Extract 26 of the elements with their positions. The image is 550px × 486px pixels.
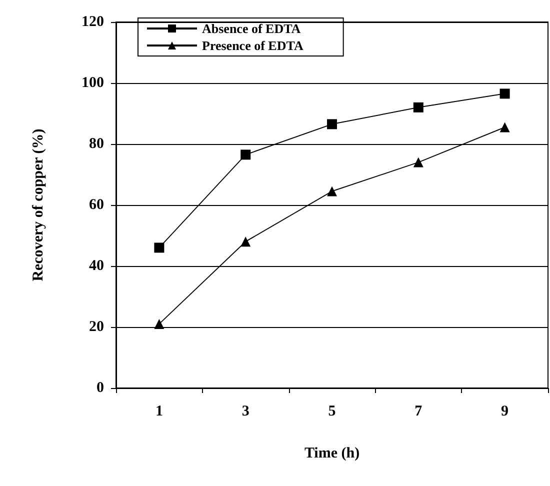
x-tick-label: 3	[242, 404, 250, 420]
x-axis-title: Time (h)	[304, 446, 360, 462]
point	[154, 242, 164, 253]
y-tick-label: 40	[89, 258, 104, 274]
x-tick-label: 7	[414, 404, 423, 420]
point	[500, 88, 510, 99]
point	[240, 236, 251, 247]
point	[500, 122, 510, 132]
point	[240, 150, 251, 160]
point	[413, 157, 424, 168]
y-tick-label: 80	[89, 136, 104, 152]
y-tick-label: 0	[96, 380, 104, 396]
y-tick-label: 20	[89, 319, 104, 335]
y-axis-title: Recovery of copper (%)	[30, 128, 46, 282]
x-tick-label: 9	[501, 404, 509, 420]
point	[327, 186, 337, 196]
legend-label: Absence of EDTA	[202, 21, 302, 36]
y-tick-label: 100	[82, 75, 104, 91]
y-tick-label: 60	[89, 197, 104, 213]
point	[154, 318, 164, 329]
x-tick-label: 1	[155, 404, 163, 420]
y-tick-label: 120	[82, 14, 104, 30]
point	[327, 119, 337, 130]
legend-label: Presence of EDTA	[202, 38, 304, 53]
point	[413, 102, 424, 112]
x-tick-label: 5	[328, 404, 336, 420]
